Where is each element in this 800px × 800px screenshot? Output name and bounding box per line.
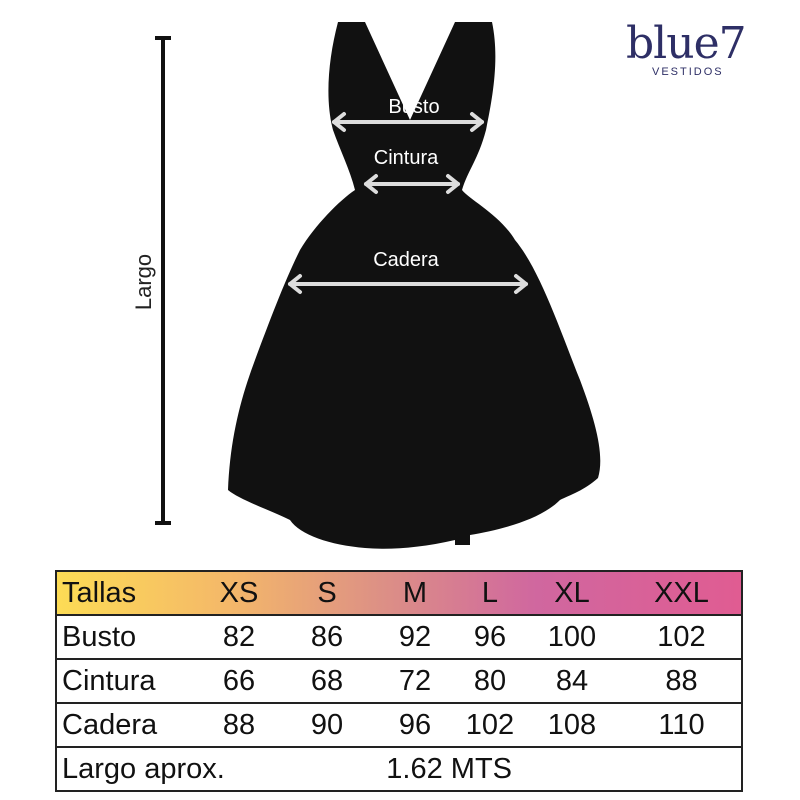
table-cell: 102 (622, 614, 743, 660)
table-cell: 96 (372, 702, 458, 748)
table-cell: 100 (522, 614, 622, 660)
table-cell: 88 (622, 658, 743, 704)
waist-label: Cintura (373, 147, 439, 169)
table-row: Cintura 66 68 72 80 84 88 (55, 658, 743, 704)
header-cell: L (458, 570, 522, 616)
row-label: Cintura (55, 658, 196, 704)
length-label: Largo (131, 253, 156, 311)
bust-arrow (332, 112, 484, 132)
table-cell: 82 (196, 614, 282, 660)
table-cell: 96 (458, 614, 522, 660)
length-row-label: Largo aprox. (55, 746, 282, 792)
table-cell: 72 (372, 658, 458, 704)
bust-label: Busto (388, 96, 440, 118)
header-cell: XL (522, 570, 622, 616)
table-cell: 80 (458, 658, 522, 704)
table-cell: 88 (196, 702, 282, 748)
header-cell: S (282, 570, 372, 616)
header-cell: Tallas (55, 570, 196, 616)
table-cell: 90 (282, 702, 372, 748)
empty-cell (522, 746, 743, 792)
table-cell: 102 (458, 702, 522, 748)
header-cell: M (372, 570, 458, 616)
table-cell: 110 (622, 702, 743, 748)
table-row: Cadera 88 90 96 102 108 110 (55, 702, 743, 748)
size-table: Tallas XS S M L XL XXL Busto 82 86 92 96… (55, 570, 743, 792)
table-cell: 108 (522, 702, 622, 748)
table-row: Busto 82 86 92 96 100 102 (55, 614, 743, 660)
table-cell: 92 (372, 614, 458, 660)
table-cell: 68 (282, 658, 372, 704)
header-cell: XS (196, 570, 282, 616)
length-row: Largo aprox. 1.62 MTS (55, 746, 743, 792)
logo-subtitle: VESTIDOS (652, 66, 724, 78)
dress-silhouette-diagram (155, 22, 601, 549)
row-label: Cadera (55, 702, 196, 748)
hip-label: Cadera (373, 249, 439, 271)
waist-arrow (364, 174, 460, 194)
row-label: Busto (55, 614, 196, 660)
length-ruler (155, 36, 171, 525)
table-cell: 86 (282, 614, 372, 660)
table-cell: 84 (522, 658, 622, 704)
table-cell: 66 (196, 658, 282, 704)
logo-wordmark: blue7 (626, 18, 747, 69)
header-cell: XXL (622, 570, 743, 616)
brand-logo: blue7 VESTIDOS (620, 18, 750, 88)
table-header-row: Tallas XS S M L XL XXL (55, 570, 743, 616)
hip-arrow (288, 274, 528, 294)
length-row-value: 1.62 MTS (282, 746, 522, 792)
